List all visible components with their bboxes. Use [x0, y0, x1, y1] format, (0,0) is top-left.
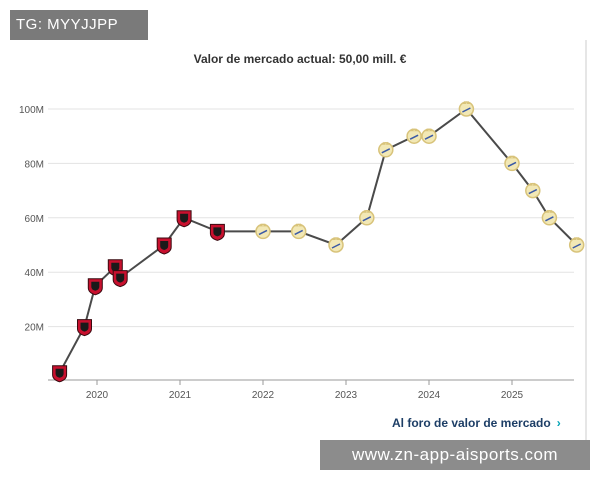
crest-inner-icon	[116, 273, 125, 283]
grid-lines	[48, 108, 574, 385]
real-madrid-crest-icon	[525, 182, 541, 199]
crest-band-icon	[331, 243, 341, 249]
x-tick-label: 2020	[86, 390, 109, 401]
y-tick-label: 100M	[19, 105, 44, 116]
crown-icon	[462, 101, 471, 104]
data-point[interactable]	[156, 237, 172, 255]
data-point[interactable]	[328, 237, 344, 253]
crown-icon	[528, 182, 537, 186]
chart-title: Valor de mercado actual: 50,00 mill. €	[193, 52, 407, 66]
crest-inner-icon	[80, 322, 89, 332]
crest-band-icon	[424, 134, 434, 140]
crown-icon	[362, 209, 371, 213]
real-madrid-crest-icon	[568, 237, 585, 253]
data-point[interactable]	[378, 141, 394, 158]
series-line	[58, 107, 578, 374]
data-point[interactable]	[255, 223, 271, 240]
crest-band-icon	[258, 229, 268, 236]
crown-icon	[294, 223, 303, 227]
data-points	[52, 101, 585, 383]
crest-inner-icon	[55, 368, 64, 378]
real-madrid-crest-icon	[406, 128, 422, 144]
crest-band-icon	[572, 243, 582, 249]
real-madrid-crest-icon	[541, 210, 558, 226]
watermark-banner: www.zn-app-aisports.com	[320, 440, 590, 470]
data-point[interactable]	[87, 278, 103, 296]
crest-inner-icon	[111, 262, 120, 272]
crest-band-icon	[545, 216, 554, 222]
real-madrid-crest-icon	[328, 237, 344, 253]
real-madrid-crest-icon	[290, 223, 307, 240]
y-tick-label: 40M	[25, 268, 44, 279]
data-point[interactable]	[209, 223, 225, 241]
y-tick-label: 80M	[25, 159, 44, 170]
x-tick-label: 2024	[418, 390, 441, 401]
data-point[interactable]	[541, 209, 558, 226]
crown-icon	[259, 223, 267, 227]
tg-overlay-badge: TG: MYYJJPP	[10, 10, 148, 40]
data-point[interactable]	[290, 223, 307, 240]
data-point[interactable]	[458, 101, 475, 117]
crown-icon	[332, 237, 340, 240]
crest-band-icon	[528, 188, 538, 195]
data-point[interactable]	[568, 237, 585, 253]
crest-inner-icon	[91, 281, 100, 291]
chevron-right-icon: ›	[556, 416, 561, 430]
data-point[interactable]	[52, 365, 68, 383]
crown-icon	[545, 209, 554, 213]
data-point[interactable]	[176, 210, 192, 228]
data-point[interactable]	[406, 128, 422, 144]
x-tick-label: 2023	[335, 390, 358, 401]
market-value-line	[58, 107, 578, 374]
data-point[interactable]	[359, 209, 375, 226]
real-madrid-crest-icon	[504, 155, 520, 172]
forum-link[interactable]: Al foro de valor de mercado ›	[392, 416, 561, 430]
crown-icon	[410, 128, 419, 132]
crown-icon	[381, 141, 390, 145]
x-tick-label: 2025	[501, 390, 524, 401]
real-madrid-crest-icon	[458, 101, 475, 117]
crest-inner-icon	[213, 227, 222, 237]
crest-band-icon	[409, 134, 419, 140]
real-madrid-crest-icon	[255, 223, 271, 240]
real-madrid-crest-icon	[378, 142, 394, 158]
data-point[interactable]	[421, 128, 437, 144]
forum-link-label: Al foro de valor de mercado	[392, 416, 551, 430]
data-point[interactable]	[77, 319, 92, 337]
axis-labels: 20M 40M 60M 80M 100M 2020 2021 2022 2023 2024 2025	[19, 105, 524, 401]
crown-icon	[425, 128, 433, 132]
data-point[interactable]	[504, 155, 520, 172]
crest-band-icon	[294, 229, 304, 236]
crest-inner-icon	[160, 241, 169, 250]
real-madrid-crest-icon	[359, 210, 375, 226]
data-point[interactable]	[525, 182, 541, 199]
y-tick-label: 60M	[25, 214, 44, 225]
crest-band-icon	[507, 161, 517, 168]
crest-band-icon	[381, 148, 391, 154]
crown-icon	[572, 237, 581, 240]
crest-inner-icon	[180, 213, 189, 223]
x-tick-label: 2022	[252, 390, 275, 401]
x-tick-label: 2021	[169, 390, 192, 401]
crest-band-icon	[362, 216, 372, 222]
crest-band-icon	[462, 107, 471, 113]
panel-divider	[585, 40, 587, 440]
crown-icon	[508, 155, 516, 159]
data-point[interactable]	[112, 270, 128, 288]
real-madrid-crest-icon	[421, 128, 437, 144]
y-tick-label: 20M	[25, 323, 44, 334]
